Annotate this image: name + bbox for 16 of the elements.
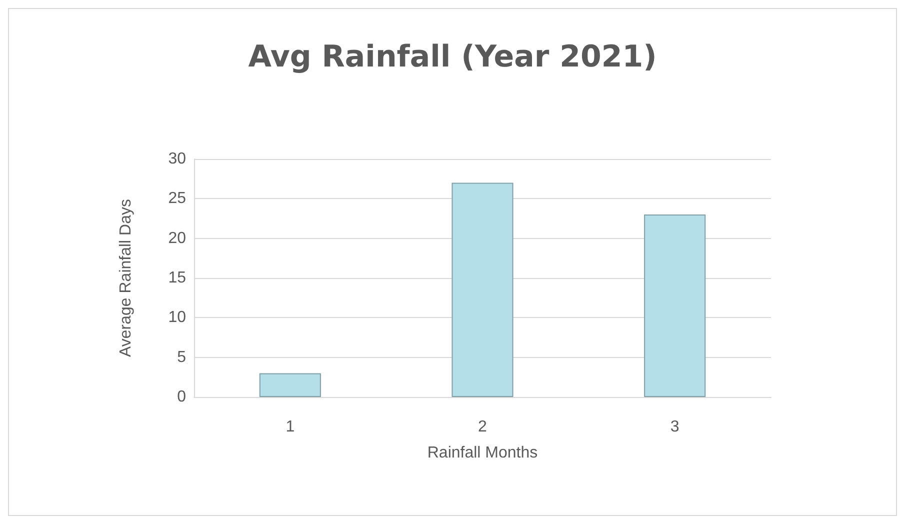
y-tick-label: 10: [168, 309, 186, 326]
y-tick-label: 30: [168, 150, 186, 168]
x-tick-label: 2: [478, 418, 488, 436]
x-tick-label: 1: [286, 418, 295, 436]
y-tick-label: 20: [168, 230, 186, 247]
y-tick-label: 0: [177, 388, 186, 406]
y-axis-title: Average Rainfall Days: [118, 198, 134, 358]
x-tick-label: 3: [670, 418, 680, 436]
y-tick-label: 25: [168, 190, 186, 208]
bar: [452, 182, 514, 397]
bar: [259, 373, 321, 397]
chart-title: Avg Rainfall (Year 2021): [248, 40, 657, 74]
bar: [644, 214, 706, 397]
x-axis-title: Rainfall Months: [427, 444, 538, 462]
y-tick-label: 5: [177, 348, 186, 366]
y-tick-label: 15: [168, 270, 186, 286]
